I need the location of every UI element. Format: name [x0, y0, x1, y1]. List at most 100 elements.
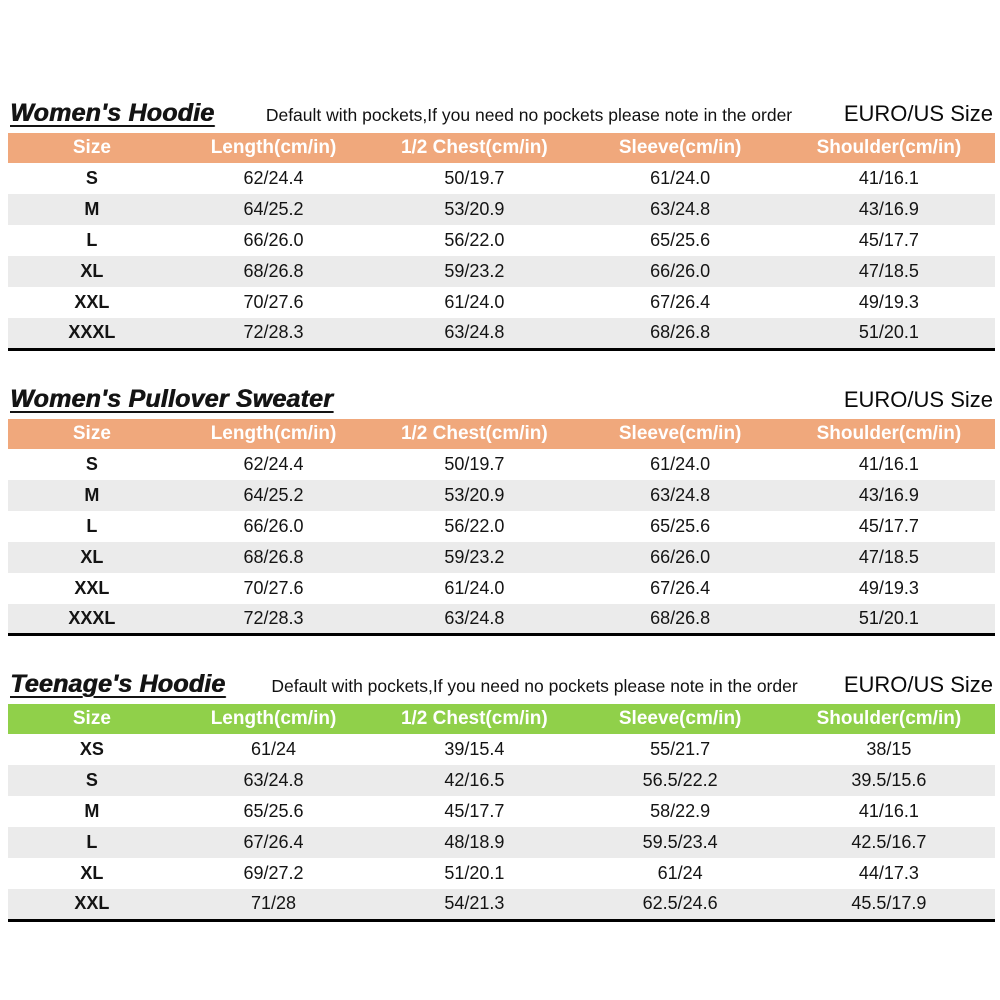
measurement-cell: 43/16.9 [858, 199, 919, 219]
size-chart-page: Women's Hoodie Default with pockets,If y… [8, 99, 995, 922]
measurement-cell: 45/17.7 [858, 515, 919, 536]
section-womens-pullover-sweater: Women's Pullover Sweater EURO/US Size Si… [8, 385, 995, 636]
measurement-cell: 49/19.3 [858, 577, 919, 598]
measurement-cell: 65/25.6 [243, 801, 304, 821]
column-header: Sleeve(cm/in) [618, 137, 742, 158]
table-row: XL 69/27.2 51/20.1 61/24 44/17.3 [8, 858, 995, 889]
measurement-cell: 43/16.9 [858, 484, 919, 505]
measurement-cell: 67/26.4 [650, 292, 711, 312]
measurement-cell: 63/24.8 [650, 484, 711, 505]
size-cell: XS [79, 739, 104, 759]
measurement-cell: 50/19.7 [444, 453, 505, 474]
column-header: Size [72, 708, 111, 729]
section-teenages-hoodie: Teenage's Hoodie Default with pockets,If… [8, 670, 995, 922]
size-cell: M [84, 801, 100, 821]
measurement-cell: 38/15 [866, 739, 912, 759]
measurement-cell: 63/24.8 [444, 607, 505, 628]
table-row: L 67/26.4 48/18.9 59.5/23.4 42.5/16.7 [8, 827, 995, 858]
column-header: Length(cm/in) [210, 422, 337, 444]
measurement-cell: 51/20.1 [858, 607, 919, 628]
table-row: XXL 71/28 54/21.3 62.5/24.6 45.5/17.9 [8, 889, 995, 920]
column-header: Shoulder(cm/in) [816, 137, 962, 158]
size-table-womens-hoodie: Size Length(cm/in) 1/2 Chest(cm/in) Sleeve(… [8, 133, 995, 351]
table-row: M 64/25.2 53/20.9 63/24.8 43/16.9 [8, 194, 995, 225]
pockets-note: Default with pockets,If you need no pock… [265, 105, 793, 125]
measurement-cell: 41/16.1 [858, 168, 919, 188]
measurement-cell: 62.5/24.6 [642, 893, 718, 914]
measurement-cell: 45/17.7 [444, 801, 505, 821]
table-row: XL 68/26.8 59/23.2 66/26.0 47/18.5 [8, 541, 995, 573]
size-cell: S [85, 168, 98, 188]
table-header: Size Length(cm/in) 1/2 Chest(cm/in) Sleeve(… [8, 704, 995, 734]
measurement-cell: 63/24.8 [650, 199, 711, 219]
size-cell: L [86, 832, 98, 852]
measurement-cell: 47/18.5 [858, 261, 919, 281]
measurement-cell: 64/25.2 [243, 484, 304, 505]
column-header: Sleeve(cm/in) [618, 708, 742, 729]
table-row: XXL 70/27.6 61/24.0 67/26.4 49/19.3 [8, 573, 995, 604]
measurement-cell: 42/16.5 [444, 770, 505, 790]
column-header: Size [72, 137, 111, 158]
measurement-cell: 41/16.1 [858, 453, 919, 474]
size-cell: S [85, 453, 98, 474]
table-header: Size Length(cm/in) 1/2 Chest(cm/in) Sleeve(… [8, 418, 995, 449]
header-row: Size Length(cm/in) 1/2 Chest(cm/in) Sleeve(… [8, 133, 995, 163]
measurement-cell: 59/23.2 [444, 546, 505, 567]
measurement-cell: 45.5/17.9 [851, 893, 927, 914]
table-row: XL 68/26.8 59/23.2 66/26.0 47/18.5 [8, 256, 995, 287]
measurement-cell: 39.5/15.6 [851, 770, 927, 790]
size-cell: M [84, 484, 100, 505]
measurement-cell: 67/26.4 [243, 832, 304, 852]
measurement-cell: 48/18.9 [444, 832, 505, 852]
measurement-cell: 66/26.0 [243, 230, 304, 250]
measurement-cell: 69/27.2 [243, 863, 304, 883]
measurement-cell: 39/15.4 [444, 739, 505, 759]
measurement-cell: 68/26.8 [650, 607, 711, 628]
column-header: 1/2 Chest(cm/in) [400, 422, 548, 444]
column-header: 1/2 Chest(cm/in) [400, 708, 548, 729]
section-title: Women's Hoodie [10, 99, 215, 127]
section-header: Women's Hoodie Default with pockets,If y… [10, 99, 993, 128]
measurement-cell: 68/26.8 [243, 546, 304, 567]
size-cell: XL [80, 546, 104, 567]
size-cell: XXXL [68, 607, 116, 628]
section-header: Women's Pullover Sweater EURO/US Size [10, 385, 993, 414]
measurement-cell: 63/24.8 [243, 770, 304, 790]
size-table-womens-pullover-sweater: Size Length(cm/in) 1/2 Chest(cm/in) Sleeve(… [8, 418, 995, 636]
table-row: S 62/24.4 50/19.7 61/24.0 41/16.1 [8, 449, 995, 480]
size-cell: XL [80, 863, 104, 883]
size-cell: XXXL [68, 322, 116, 343]
measurement-cell: 53/20.9 [444, 484, 505, 505]
size-cell: M [84, 199, 100, 219]
measurement-cell: 70/27.6 [243, 292, 304, 312]
euro-us-size-label: EURO/US Size [843, 386, 993, 412]
measurement-cell: 58/22.9 [650, 801, 711, 821]
column-header: Sleeve(cm/in) [618, 422, 742, 444]
size-cell: S [85, 770, 98, 790]
column-header: Length(cm/in) [210, 137, 337, 158]
measurement-cell: 45/17.7 [858, 230, 919, 250]
table-body: S 62/24.4 50/19.7 61/24.0 41/16.1 M 64/25.2 53/… [8, 163, 995, 349]
table-body: S 62/24.4 50/19.7 61/24.0 41/16.1 M 64/25.2 53/… [8, 449, 995, 635]
measurement-cell: 61/24 [657, 863, 703, 883]
measurement-cell: 63/24.8 [444, 322, 505, 343]
measurement-cell: 50/19.7 [444, 168, 505, 188]
measurement-cell: 62/24.4 [243, 168, 304, 188]
measurement-cell: 65/25.6 [650, 230, 711, 250]
measurement-cell: 59.5/23.4 [642, 832, 718, 852]
measurement-cell: 56.5/22.2 [642, 770, 718, 790]
measurement-cell: 51/20.1 [858, 322, 919, 343]
measurement-cell: 41/16.1 [858, 801, 919, 821]
size-cell: XXL [74, 292, 110, 312]
table-row: XXXL 72/28.3 63/24.8 68/26.8 51/20.1 [8, 603, 995, 635]
table-row: S 63/24.8 42/16.5 56.5/22.2 39.5/15.6 [8, 765, 995, 796]
measurement-cell: 70/27.6 [243, 577, 304, 598]
measurement-cell: 61/24.0 [444, 577, 505, 598]
measurement-cell: 56/22.0 [444, 230, 505, 250]
column-header: 1/2 Chest(cm/in) [400, 137, 548, 158]
measurement-cell: 51/20.1 [444, 863, 505, 883]
table-row: M 64/25.2 53/20.9 63/24.8 43/16.9 [8, 479, 995, 511]
measurement-cell: 68/26.8 [243, 261, 304, 281]
euro-us-size-label: EURO/US Size [843, 672, 993, 697]
section-title: Women's Pullover Sweater [10, 384, 333, 413]
